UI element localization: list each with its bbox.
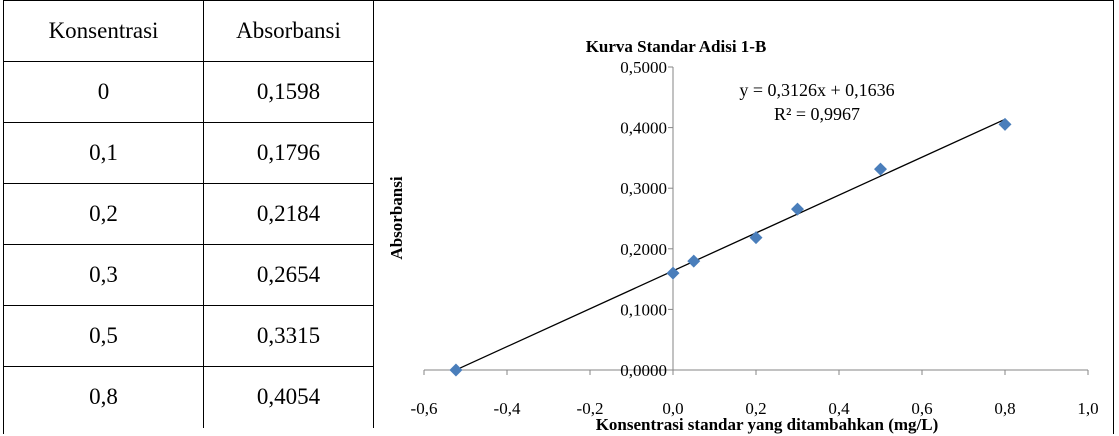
data-point: [666, 266, 680, 280]
x-tick-label: 0,4: [828, 399, 850, 418]
data-point: [449, 363, 463, 377]
table-cell-absorbansi: 0,2654: [203, 244, 374, 306]
table-row: 0,5 0,3315: [3, 305, 374, 367]
table-cell-absorbansi: 0,1598: [203, 61, 374, 123]
data-point: [791, 202, 804, 216]
table-row: 0,1 0,1796: [3, 122, 374, 184]
data-table: Konsentrasi Absorbansi 0 0,1598 0,1 0,17…: [3, 0, 374, 428]
x-tick-label: -0,4: [494, 399, 521, 418]
x-tick-label: 0,0: [662, 399, 683, 418]
x-tick-label: -0,2: [577, 399, 604, 418]
x-tick-label: 0,2: [745, 399, 766, 418]
r-squared-label: R² = 0,9967: [774, 104, 860, 124]
table-row: 0,8 0,4054: [3, 366, 374, 428]
x-axis-label: Konsentrasi standar yang ditambahkan (mg…: [596, 415, 939, 434]
data-point: [998, 117, 1012, 131]
table-cell-absorbansi: 0,1796: [203, 122, 374, 184]
table-cell-konsentrasi: 0: [3, 61, 204, 123]
table-cell-konsentrasi: 0,1: [3, 122, 204, 184]
table-row: 0,3 0,2654: [3, 244, 374, 306]
trendline-equation: y = 0,3126x + 0,1636: [739, 80, 894, 100]
table-cell-konsentrasi: 0,3: [3, 244, 204, 306]
table-cell-konsentrasi: 0,8: [3, 366, 204, 428]
x-tick-label: -0,6: [411, 399, 438, 418]
data-point: [874, 162, 887, 176]
y-tick-label: 0,0000: [620, 361, 667, 380]
table-row: 0 0,1598: [3, 61, 374, 123]
y-tick-label: 0,1000: [620, 300, 667, 319]
x-tick-label: 1,0: [1077, 399, 1098, 418]
trendline: [455, 118, 1006, 371]
y-tick-label: 0,2000: [620, 240, 667, 259]
table-cell-absorbansi: 0,4054: [203, 366, 374, 428]
column-header-konsentrasi: Konsentrasi: [3, 0, 204, 62]
table-cell-konsentrasi: 0,5: [3, 305, 204, 367]
table-header-row: Konsentrasi Absorbansi: [3, 0, 374, 62]
column-header-absorbansi: Absorbansi: [203, 0, 374, 62]
scatter-chart: Kurva Standar Adisi 1-B Absorbansi Konse…: [387, 37, 1099, 434]
chart-title: Kurva Standar Adisi 1-B: [586, 37, 767, 56]
data-point: [749, 231, 763, 245]
y-tick-label: 0,3000: [620, 179, 667, 198]
table-cell-absorbansi: 0,2184: [203, 183, 374, 245]
table-cell-konsentrasi: 0,2: [3, 183, 204, 245]
y-tick-label: 0,5000: [620, 58, 667, 77]
table-row: 0,2 0,2184: [3, 183, 374, 245]
y-tick-label: 0,4000: [620, 119, 667, 138]
data-point: [687, 254, 701, 268]
y-axis-label: Absorbansi: [387, 176, 406, 259]
table-cell-absorbansi: 0,3315: [203, 305, 374, 367]
x-tick-label: 0,8: [994, 399, 1015, 418]
x-tick-label: 0,6: [911, 399, 932, 418]
